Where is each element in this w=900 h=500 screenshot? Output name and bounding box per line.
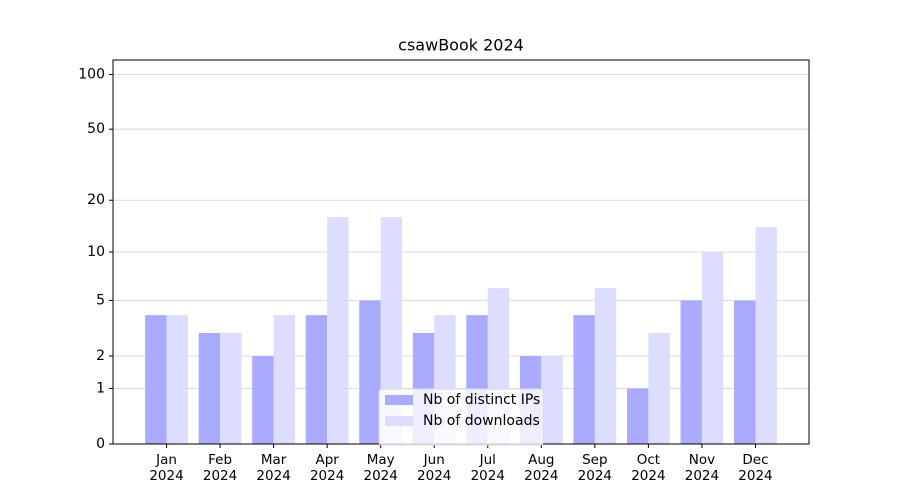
x-tick-label: Jan 2024 bbox=[149, 452, 184, 484]
bar bbox=[626, 388, 649, 444]
x-tick-label: Jun 2024 bbox=[417, 452, 452, 484]
bar bbox=[145, 315, 167, 444]
x-tick-label: Aug 2024 bbox=[524, 452, 559, 484]
bar bbox=[573, 315, 595, 444]
bar bbox=[594, 288, 617, 444]
bar bbox=[680, 300, 702, 444]
legend-label: Nb of distinct IPs bbox=[423, 392, 540, 408]
bar bbox=[359, 300, 381, 444]
x-tick-label: Mar 2024 bbox=[256, 452, 291, 484]
y-tick-label: 50 bbox=[87, 121, 105, 137]
bar bbox=[220, 332, 242, 444]
y-tick-label: 20 bbox=[87, 192, 105, 208]
chart-title: csawBook 2024 bbox=[398, 36, 524, 55]
y-tick-label: 10 bbox=[87, 244, 105, 260]
legend-label: Nb of downloads bbox=[423, 413, 540, 429]
legend-box bbox=[378, 388, 544, 446]
x-tick-label: Jul 2024 bbox=[470, 452, 505, 484]
x-tick-label: Nov 2024 bbox=[684, 452, 720, 484]
bar bbox=[648, 332, 670, 444]
bar bbox=[327, 217, 349, 444]
bar bbox=[166, 315, 188, 444]
x-tick-label: Sep 2024 bbox=[577, 452, 613, 484]
x-tick-label: Dec 2024 bbox=[738, 452, 773, 484]
y-tick-label: 0 bbox=[96, 436, 105, 452]
bar bbox=[380, 217, 403, 444]
x-tick-label: Apr 2024 bbox=[309, 452, 345, 484]
y-tick-label: 5 bbox=[96, 293, 105, 309]
bar bbox=[701, 252, 724, 444]
bar bbox=[541, 356, 563, 444]
y-tick-label: 100 bbox=[78, 66, 105, 82]
legend-swatch bbox=[385, 416, 413, 426]
legend: Nb of distinct IPs Nb of downloads bbox=[378, 388, 544, 446]
bar bbox=[273, 315, 296, 444]
legend-swatch bbox=[385, 395, 413, 405]
bar bbox=[198, 332, 221, 444]
x-tick-label: Oct 2024 bbox=[631, 452, 666, 484]
y-tick-label: 2 bbox=[96, 348, 105, 364]
bar bbox=[755, 227, 777, 444]
bar bbox=[305, 315, 328, 444]
y-tick-label: 1 bbox=[96, 380, 105, 396]
bar bbox=[252, 356, 274, 444]
x-tick-label: May 2024 bbox=[363, 452, 398, 484]
x-tick-label: Feb 2024 bbox=[202, 452, 238, 484]
bar bbox=[734, 300, 756, 444]
